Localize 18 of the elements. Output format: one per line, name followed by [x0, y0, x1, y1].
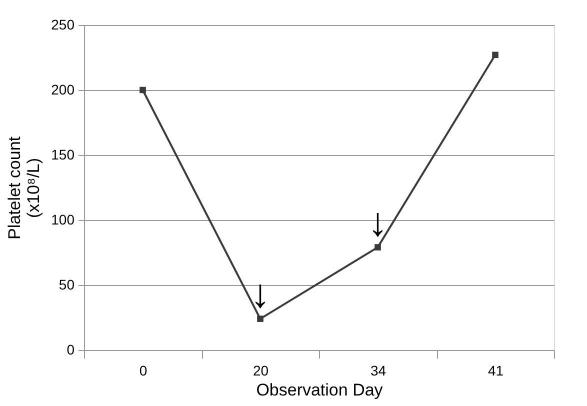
- point: [140, 86, 146, 94]
- x-tick-label: 20: [252, 362, 269, 378]
- x-tick-label: 0: [139, 362, 148, 378]
- y-tick-label: 150: [51, 146, 75, 162]
- y-tick-label: 100: [51, 212, 75, 228]
- annotation: ↓: [250, 272, 270, 316]
- point: [374, 244, 381, 250]
- y-tick-label: 50: [58, 276, 75, 292]
- point: [492, 52, 498, 58]
- annotation: ↓: [368, 200, 388, 244]
- y-axis-title: Platelet count (x10⁸/L): [5, 136, 44, 240]
- x-axis-title: Observation Day: [256, 380, 384, 400]
- y-tick-label: 0: [66, 342, 75, 358]
- y-tick-label: 250: [51, 16, 75, 32]
- x-tick-label: 34: [370, 362, 386, 378]
- x-tick-label: 41: [488, 362, 504, 378]
- point: [257, 316, 264, 322]
- y-tick-label: 200: [51, 82, 75, 98]
